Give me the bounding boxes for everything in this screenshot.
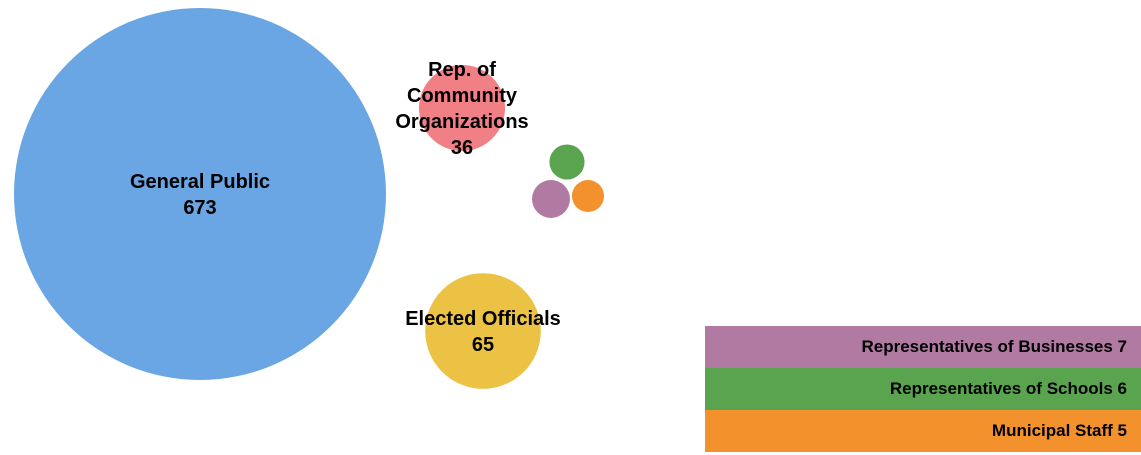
bubble-label-general-public-1: 673 [183, 197, 216, 219]
bubble-label-rep-of-community-organizations-1: Community [407, 85, 518, 107]
legend: Representatives of Businesses 7 Represen… [705, 326, 1141, 452]
legend-label-municipal-staff: Municipal Staff 5 [991, 421, 1127, 440]
legend-item-schools: Representatives of Schools 6 [705, 368, 1141, 410]
bubble-label-rep-of-community-organizations-0: Rep. of [428, 59, 496, 81]
legend-item-businesses: Representatives of Businesses 7 [705, 326, 1141, 368]
bubbles-group: General Public 673 Rep. of Community Organiz… [14, 8, 605, 389]
legend-label-businesses: Representatives of Businesses 7 [861, 337, 1127, 356]
bubble-rep-of-community-organizations [418, 64, 506, 152]
bubble-general-public [14, 8, 386, 380]
bubble-municipal-staff [571, 179, 605, 213]
bubble-label-rep-of-community-organizations-3: 36 [451, 137, 473, 159]
bubble-elected-officials [425, 273, 541, 389]
bubble-representatives-of-businesses [532, 180, 570, 218]
bubble-label-elected-officials-1: 65 [472, 334, 494, 356]
bubble-label-elected-officials-0: Elected Officials [405, 308, 561, 330]
bubble-label-general-public-0: General Public [130, 171, 270, 193]
bubble-label-rep-of-community-organizations-2: Organizations [395, 111, 528, 133]
bubble-representatives-of-schools [549, 144, 585, 180]
legend-label-schools: Representatives of Schools 6 [889, 379, 1127, 398]
legend-item-municipal-staff: Municipal Staff 5 [705, 410, 1141, 452]
